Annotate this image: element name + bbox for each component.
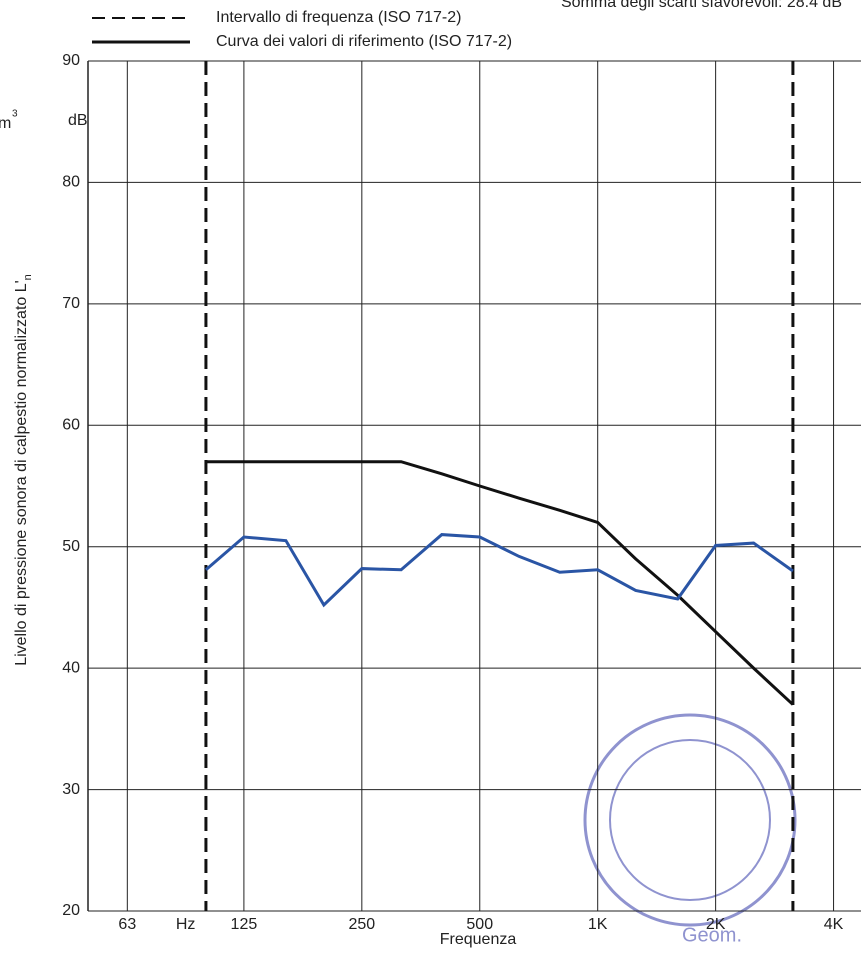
x-axis-label: Frequenza <box>440 931 517 948</box>
y-tick-label: 70 <box>62 295 80 312</box>
y-tick-label: 60 <box>62 417 80 434</box>
x-tick-label: 4K <box>824 916 844 933</box>
y-label-sub: n <box>22 274 34 280</box>
y-label-main: Livello di pressione sonora di calpestio… <box>13 280 30 665</box>
x-tick-label: 250 <box>348 916 375 933</box>
y-tick-label: 40 <box>62 659 80 676</box>
y-tick-label: 30 <box>62 781 80 798</box>
x-tick-label: 1K <box>588 916 608 933</box>
stamp-text: Geom. <box>682 924 742 946</box>
y-tick-label: 90 <box>62 52 80 69</box>
y-tick-label: 50 <box>62 538 80 555</box>
left-unit: m <box>0 115 11 132</box>
y-tick-label: 20 <box>62 902 80 919</box>
stamp: Geom. <box>583 713 797 946</box>
y-unit: dB <box>68 112 88 129</box>
y-axis-label: Livello di pressione sonora di calpestio… <box>13 274 34 666</box>
x-unit: Hz <box>176 916 196 933</box>
series-line <box>204 533 794 608</box>
legend-label: Curva dei valori di riferimento (ISO 717… <box>216 33 512 50</box>
x-tick-label: 125 <box>231 916 258 933</box>
summary: Somma degli scarti sfavorevoli: 28.4 dB <box>561 0 842 11</box>
legend-label: Intervallo di frequenza (ISO 717-2) <box>216 9 461 26</box>
series-line <box>205 460 794 706</box>
left-unit-sup: 3 <box>12 109 18 120</box>
stamp-ring <box>609 739 771 901</box>
x-tick-label: 500 <box>466 916 493 933</box>
x-tick-label: 2K <box>706 916 726 933</box>
y-tick-label: 80 <box>62 174 80 191</box>
x-tick-label: 63 <box>118 916 136 933</box>
stamp-ring <box>583 713 797 927</box>
